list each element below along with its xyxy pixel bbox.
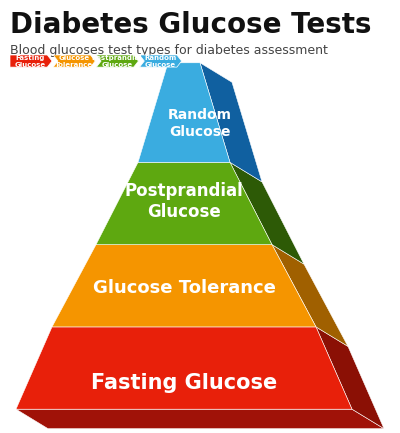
Polygon shape [52,245,316,327]
Text: Random
Glucose: Random Glucose [168,108,232,139]
Polygon shape [16,409,384,429]
Polygon shape [52,327,348,346]
Text: Fasting
Glucose: Fasting Glucose [15,55,46,68]
Polygon shape [96,245,304,264]
Text: Glucose Tolerance: Glucose Tolerance [92,279,276,297]
Polygon shape [138,63,230,162]
Text: Postprandial
Glucose: Postprandial Glucose [125,182,243,221]
Polygon shape [200,63,262,182]
Text: Random
Glucose: Random Glucose [144,55,176,68]
Polygon shape [272,245,348,346]
Text: Diabetes Glucose Tests: Diabetes Glucose Tests [10,11,372,39]
Polygon shape [96,162,272,245]
Text: Blood glucoses test types for diabetes assessment: Blood glucoses test types for diabetes a… [10,44,328,57]
Polygon shape [316,327,384,429]
Polygon shape [230,162,304,264]
Polygon shape [16,327,352,409]
Polygon shape [138,162,262,182]
Text: Postprandial
Glucose: Postprandial Glucose [92,55,142,68]
Text: Fasting Glucose: Fasting Glucose [91,373,277,393]
Text: Glucose
Tolerance: Glucose Tolerance [55,55,93,68]
